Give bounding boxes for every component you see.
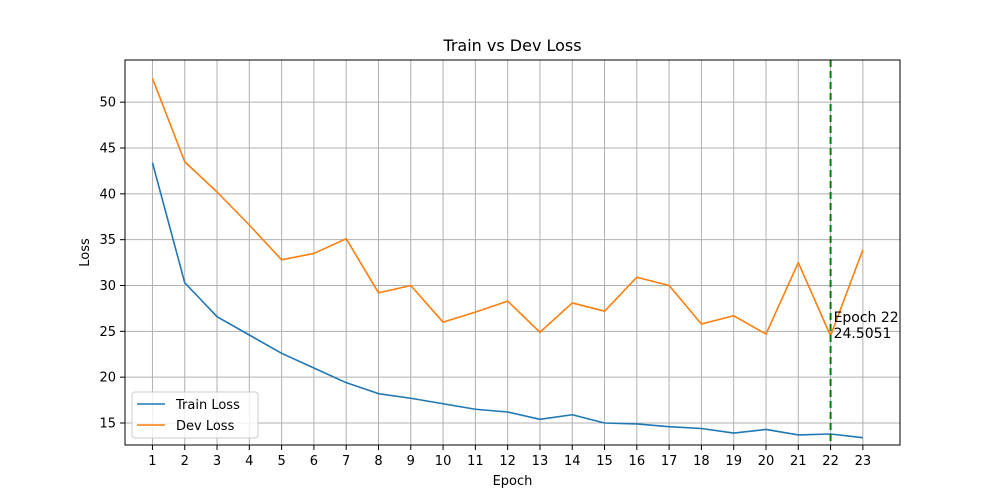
x-tick-label: 10 (435, 454, 452, 469)
legend-label-dev-loss: Dev Loss (176, 419, 235, 434)
legend: Train Loss Dev Loss (131, 391, 259, 439)
x-tick-label: 7 (342, 454, 350, 469)
annotation-layer: Epoch 22 24.5051 (829, 60, 899, 445)
y-tick-label: 25 (99, 325, 116, 340)
series-layer (151, 78, 864, 439)
y-tick-label: 15 (99, 417, 116, 432)
legend-label-train-loss: Train Loss (175, 398, 240, 413)
y-axis-label: Loss (78, 238, 93, 267)
x-tick-label: 17 (661, 454, 678, 469)
x-tick-label: 15 (596, 454, 613, 469)
x-tick-label: 4 (245, 454, 253, 469)
grid (125, 60, 900, 445)
x-tick-label: 18 (693, 454, 710, 469)
x-tick-label: 19 (725, 454, 742, 469)
x-tick-label: 14 (564, 454, 581, 469)
y-tick-label: 35 (99, 233, 116, 248)
y-tick-label: 50 (99, 96, 116, 111)
x-tick-label: 16 (629, 454, 646, 469)
x-tick-label: 6 (310, 454, 318, 469)
y-tick-label: 20 (99, 371, 116, 386)
series-line-dev-loss (151, 78, 864, 337)
x-tick-label: 3 (213, 454, 221, 469)
x-tick-label: 5 (277, 454, 285, 469)
annotation-value-label: 24.5051 (834, 326, 892, 342)
y-axis-ticks: 15 20 25 30 35 40 45 50 (99, 96, 125, 432)
x-axis-label: Epoch (493, 474, 533, 489)
chart-title: Train vs Dev Loss (442, 36, 581, 55)
x-tick-label: 9 (407, 454, 415, 469)
x-tick-label: 2 (181, 454, 189, 469)
annotation-epoch-label: Epoch 22 (834, 310, 899, 326)
x-axis-ticks: 1 2 3 4 5 6 7 8 9 10 11 12 13 14 15 16 17 18 19 20 21 22 23 (148, 445, 871, 469)
x-tick-label: 8 (374, 454, 382, 469)
y-tick-label: 40 (99, 187, 116, 202)
y-tick-label: 30 (99, 279, 116, 294)
x-tick-label: 1 (148, 454, 156, 469)
x-tick-label: 22 (822, 454, 839, 469)
x-tick-label: 12 (499, 454, 516, 469)
x-tick-label: 20 (758, 454, 775, 469)
x-tick-label: 13 (532, 454, 549, 469)
x-tick-label: 23 (855, 454, 872, 469)
plot-area (124, 59, 901, 446)
x-tick-label: 21 (790, 454, 807, 469)
y-tick-label: 45 (99, 142, 116, 157)
series-line-train-loss (151, 162, 863, 439)
x-tick-label: 11 (467, 454, 484, 469)
